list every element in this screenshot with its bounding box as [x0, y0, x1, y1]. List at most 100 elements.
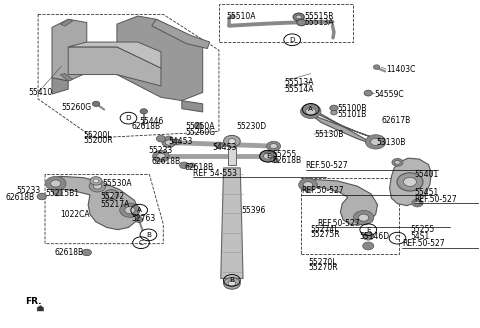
Circle shape: [153, 150, 169, 162]
Circle shape: [90, 177, 102, 185]
Text: 54559C: 54559C: [374, 90, 404, 99]
Circle shape: [92, 101, 100, 106]
Text: 62617B: 62617B: [381, 115, 410, 125]
Circle shape: [373, 65, 380, 69]
Text: 55255: 55255: [272, 151, 297, 159]
Text: B: B: [229, 277, 234, 283]
Text: 55530A: 55530A: [102, 179, 132, 188]
Text: 54453: 54453: [212, 143, 236, 152]
Text: 55515R: 55515R: [305, 11, 335, 21]
Text: 55514A: 55514A: [285, 85, 314, 94]
Polygon shape: [60, 73, 73, 81]
Text: 62618B: 62618B: [54, 248, 84, 257]
Circle shape: [89, 180, 106, 192]
Text: 53130B: 53130B: [377, 138, 406, 147]
Polygon shape: [68, 47, 161, 86]
Polygon shape: [53, 176, 139, 230]
Text: 55272: 55272: [101, 192, 125, 201]
Text: 55451: 55451: [415, 188, 439, 197]
Circle shape: [259, 150, 276, 162]
Circle shape: [264, 153, 272, 159]
Text: 55270R: 55270R: [308, 263, 337, 272]
Text: 55260G: 55260G: [61, 103, 91, 112]
Text: 55274L: 55274L: [311, 225, 339, 234]
Text: 55101B: 55101B: [337, 110, 366, 119]
Circle shape: [267, 141, 281, 151]
Text: 55233: 55233: [148, 146, 173, 154]
Text: 62618B: 62618B: [184, 163, 213, 172]
Text: 55401: 55401: [415, 170, 439, 179]
Circle shape: [125, 207, 135, 214]
Text: C: C: [139, 240, 144, 246]
Polygon shape: [390, 158, 432, 206]
Circle shape: [395, 160, 400, 164]
Polygon shape: [68, 42, 161, 68]
Polygon shape: [182, 101, 203, 112]
Polygon shape: [306, 180, 377, 225]
Circle shape: [156, 135, 166, 142]
Text: 55275R: 55275R: [311, 230, 340, 239]
Text: 62618B: 62618B: [5, 193, 35, 202]
Circle shape: [53, 189, 62, 196]
Circle shape: [135, 217, 143, 222]
Circle shape: [363, 242, 374, 250]
Circle shape: [264, 152, 274, 158]
Text: 55217A: 55217A: [101, 200, 130, 209]
Circle shape: [306, 108, 316, 115]
Text: 62618B: 62618B: [132, 122, 161, 131]
Circle shape: [363, 232, 374, 240]
Text: 55513A: 55513A: [285, 78, 314, 87]
Circle shape: [359, 214, 369, 221]
Text: 54S1: 54S1: [410, 232, 429, 241]
Text: 54453: 54453: [169, 137, 193, 146]
Text: FR.: FR.: [25, 297, 42, 306]
Text: A: A: [308, 106, 313, 113]
Circle shape: [404, 177, 417, 186]
Text: 55510A: 55510A: [226, 11, 255, 21]
Text: REF.50-527: REF.50-527: [306, 161, 348, 170]
Circle shape: [397, 173, 423, 191]
Text: 55250A: 55250A: [186, 122, 215, 131]
Circle shape: [364, 90, 372, 96]
Circle shape: [299, 178, 317, 191]
Text: 55230D: 55230D: [237, 122, 267, 131]
Text: D: D: [289, 37, 295, 43]
Text: 55260G: 55260G: [186, 128, 216, 137]
Text: 55146D: 55146D: [359, 232, 389, 241]
Circle shape: [162, 138, 176, 147]
Circle shape: [165, 140, 172, 145]
Circle shape: [224, 277, 240, 289]
Circle shape: [297, 19, 306, 26]
Circle shape: [296, 15, 301, 19]
Circle shape: [353, 211, 374, 225]
Circle shape: [215, 142, 223, 148]
Text: E: E: [266, 153, 270, 159]
Text: 55410: 55410: [29, 88, 53, 97]
Text: 55233: 55233: [16, 186, 40, 195]
Circle shape: [104, 190, 119, 200]
Polygon shape: [228, 147, 236, 165]
Text: 52763: 52763: [132, 214, 156, 223]
Text: REF 54-553: REF 54-553: [193, 169, 238, 177]
Circle shape: [37, 193, 47, 200]
Circle shape: [172, 139, 180, 145]
Circle shape: [140, 109, 147, 114]
Text: E: E: [366, 227, 371, 233]
Circle shape: [365, 135, 386, 149]
Text: B: B: [146, 232, 151, 238]
Circle shape: [228, 139, 236, 144]
Text: 55255: 55255: [410, 225, 434, 234]
Text: 55270L: 55270L: [308, 258, 336, 267]
Text: 55215B1: 55215B1: [45, 189, 79, 198]
Circle shape: [224, 135, 240, 147]
Polygon shape: [117, 16, 203, 101]
Circle shape: [303, 182, 312, 188]
Circle shape: [180, 162, 189, 169]
Circle shape: [82, 249, 91, 256]
Text: A: A: [137, 207, 142, 213]
Circle shape: [270, 144, 277, 149]
Circle shape: [157, 153, 165, 159]
Polygon shape: [152, 19, 210, 49]
Circle shape: [108, 192, 115, 197]
Circle shape: [331, 110, 337, 115]
